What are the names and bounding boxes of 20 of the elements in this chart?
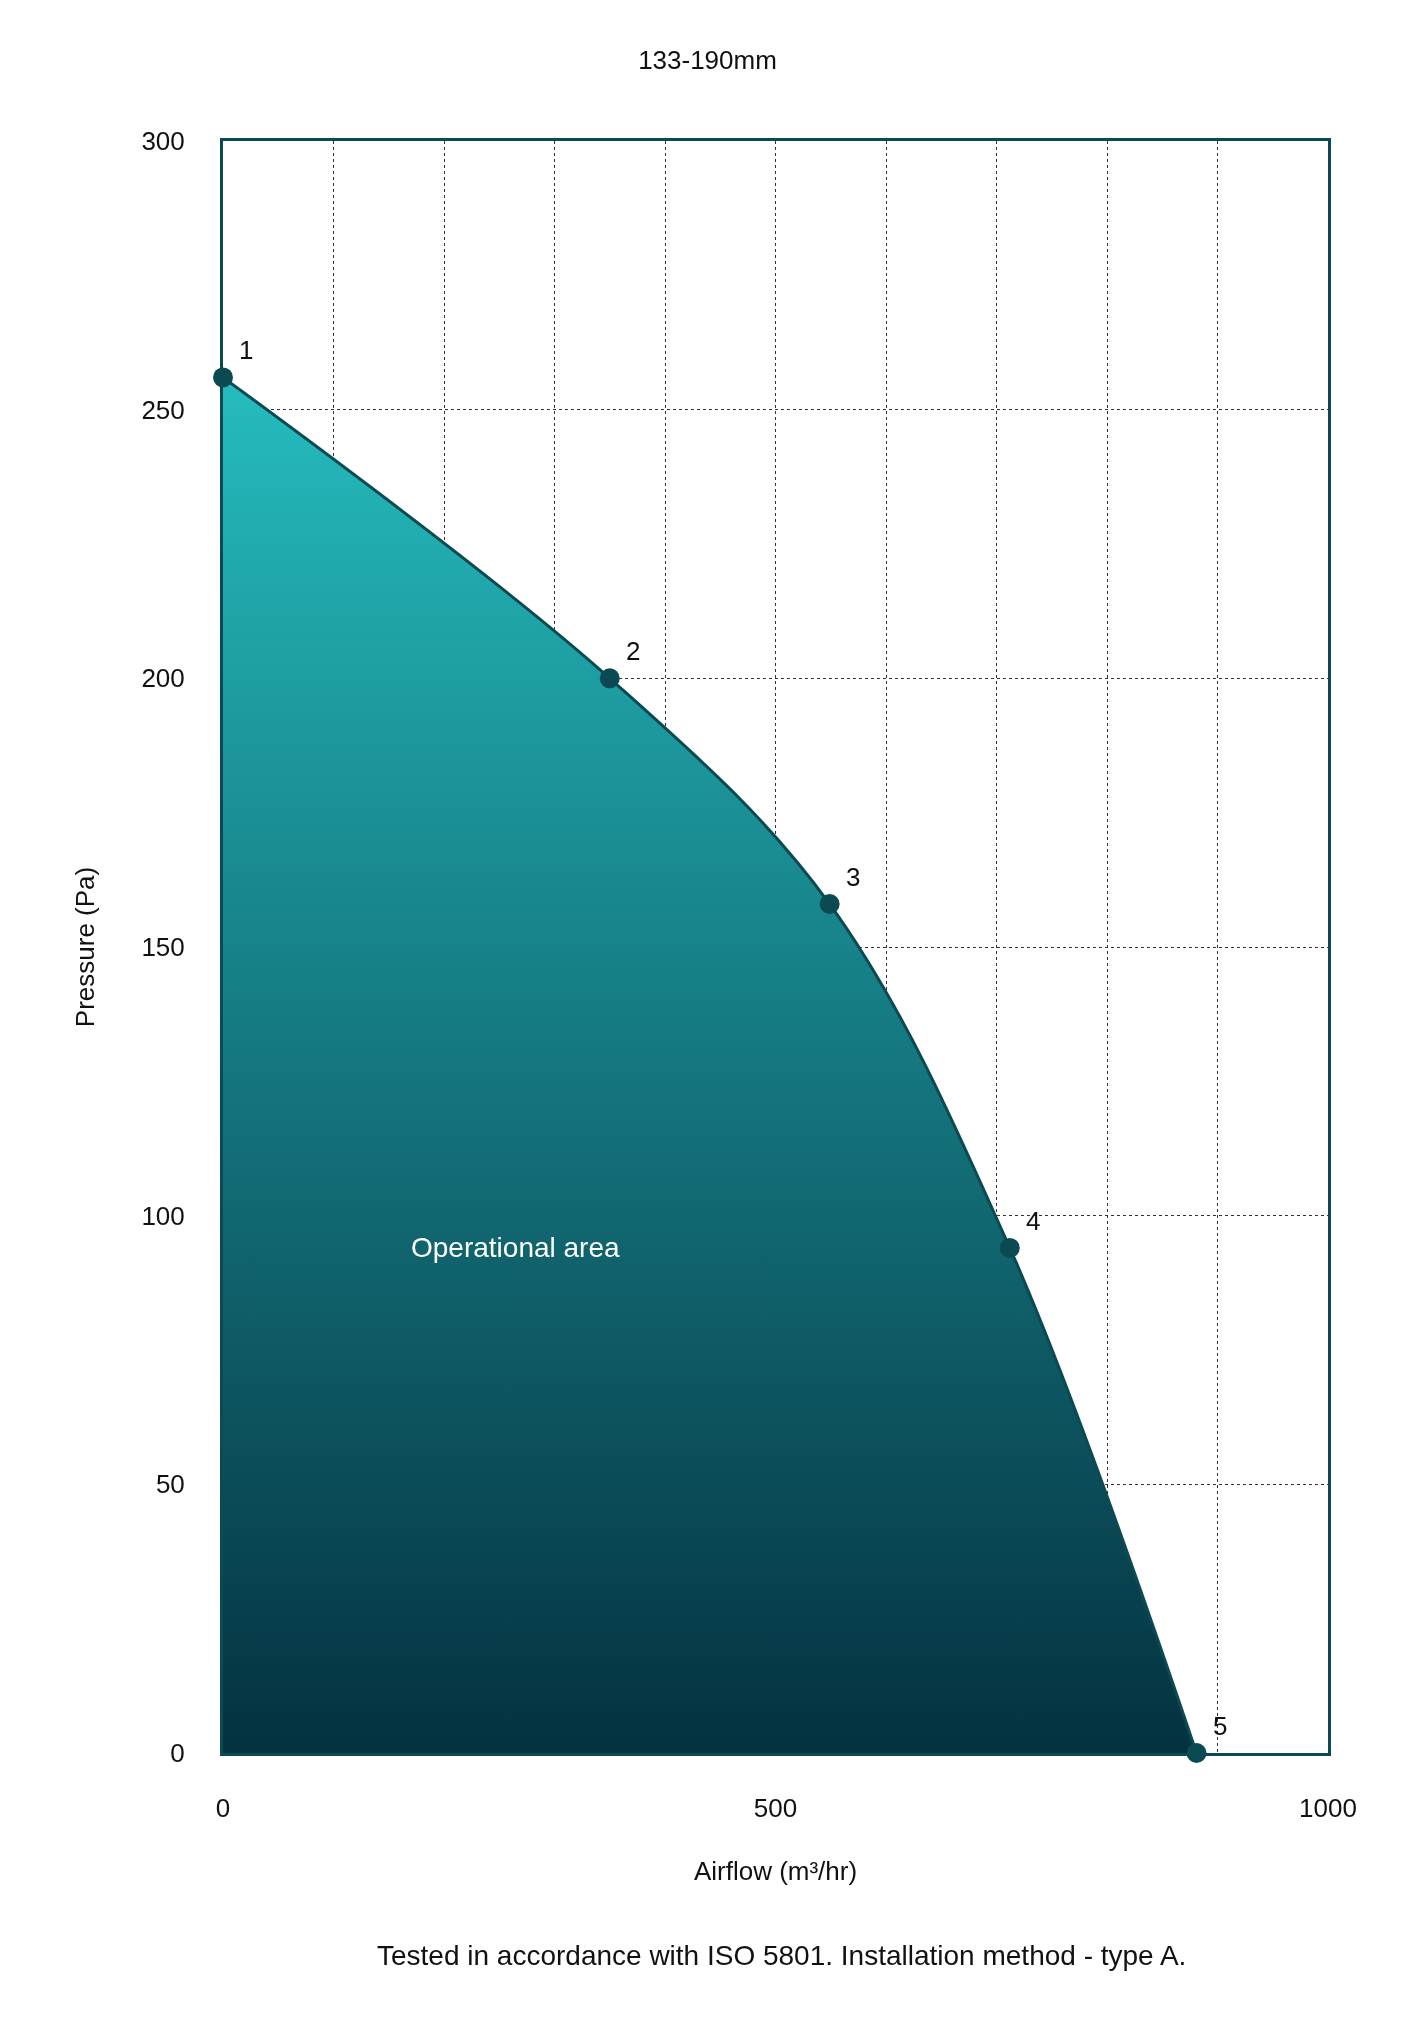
y-tick-label: 0 (170, 1738, 185, 1769)
annotation: 4 (1026, 1206, 1041, 1236)
x-axis-title: Airflow (m³/hr) (693, 1855, 858, 1886)
y-tick-label: 250 (141, 394, 185, 425)
y-tick-label: 200 (141, 663, 185, 694)
y-tick-label: 150 (141, 932, 185, 963)
y-tick-label: 100 (141, 1200, 185, 1231)
annotation: 2 (626, 636, 641, 666)
chart-title: 133-190mm (638, 44, 777, 75)
x-tick-label: 500 (753, 1793, 798, 1824)
text: Tested in accordance with ISO 5801. Installation method - type A. (377, 1940, 1187, 1971)
y-tick-label: 50 (155, 1469, 185, 1500)
annotation: 3 (846, 862, 861, 892)
annotation: 1 (239, 335, 254, 365)
x-tick-label: 1000 (1299, 1793, 1357, 1824)
y-axis-title: Pressure (Pa) (69, 866, 100, 1028)
x-tick-label: 0 (215, 1793, 231, 1824)
annotation: 5 (1213, 1711, 1228, 1741)
y-tick-label: 300 (141, 126, 185, 157)
annotation: Operational area (411, 1232, 621, 1263)
